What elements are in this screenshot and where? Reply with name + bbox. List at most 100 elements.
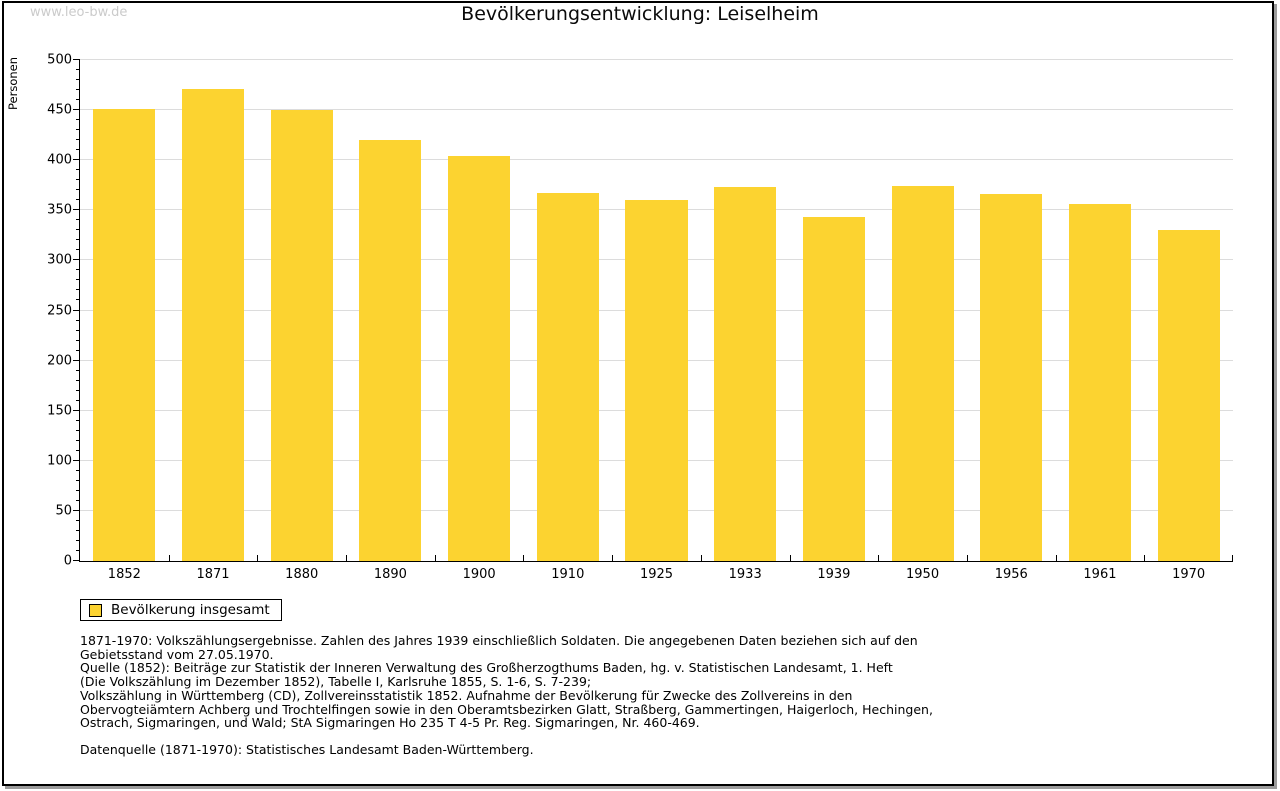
y-minor-tick	[76, 499, 80, 501]
y-minor-tick	[76, 519, 80, 521]
x-tick-label-1910: 1910	[551, 567, 585, 582]
y-major-tick-150	[73, 409, 80, 411]
y-tick-label-350: 350	[47, 202, 72, 218]
gridline-y-400	[80, 159, 1233, 161]
x-boundary-tick	[434, 555, 436, 561]
source-notes: 1871-1970: Volkszählungsergebnisse. Zahl…	[80, 634, 933, 730]
bar-1852	[93, 109, 156, 561]
y-minor-tick	[76, 119, 80, 121]
x-boundary-tick	[700, 555, 702, 561]
y-minor-tick	[76, 319, 80, 321]
y-minor-tick	[76, 299, 80, 301]
y-minor-tick	[76, 469, 80, 471]
y-minor-tick	[76, 279, 80, 281]
y-tick-label-400: 400	[47, 152, 72, 168]
y-major-tick-250	[73, 309, 80, 311]
y-tick-label-0: 0	[63, 553, 72, 569]
x-tick-label-1852: 1852	[107, 567, 141, 582]
y-minor-tick	[76, 429, 80, 431]
x-boundary-tick	[789, 555, 791, 561]
y-minor-tick	[76, 139, 80, 141]
x-tick-label-1880: 1880	[285, 567, 319, 582]
x-tick-label-1871: 1871	[196, 567, 230, 582]
bar-1871	[181, 89, 245, 561]
bar-1956	[980, 194, 1043, 561]
y-tick-label-300: 300	[47, 252, 72, 268]
x-tick-label-1970: 1970	[1172, 567, 1206, 582]
bar-1970	[1157, 230, 1220, 561]
chart-title: Bevölkerungsentwicklung: Leiselheim	[461, 3, 819, 25]
y-minor-tick	[76, 419, 80, 421]
y-minor-tick	[76, 99, 80, 101]
y-major-tick-400	[73, 159, 80, 161]
y-major-tick-350	[73, 209, 80, 211]
bar-1939	[802, 217, 865, 561]
y-minor-tick	[76, 79, 80, 81]
y-minor-tick	[76, 129, 80, 131]
legend-label: Bevölkerung insgesamt	[111, 602, 270, 618]
y-tick-label-200: 200	[47, 353, 72, 369]
source-note-line-2: Gebietsstand vom 27.05.1970.	[80, 646, 274, 662]
y-minor-tick	[76, 339, 80, 341]
source-note-line-6: Obervogteiämtern Achberg und Trochtelfin…	[80, 701, 933, 717]
gridline-y-450	[80, 109, 1233, 111]
source-note-line-5: Volkszählung in Württemberg (CD), Zollve…	[80, 687, 853, 703]
y-minor-tick	[76, 349, 80, 351]
source-note-line-7: Ostrach, Sigmaringen, und Wald; StA Sigm…	[80, 715, 700, 731]
y-tick-label-100: 100	[47, 453, 72, 469]
y-minor-tick	[76, 369, 80, 371]
y-tick-label-450: 450	[47, 102, 72, 118]
y-minor-tick	[76, 169, 80, 171]
y-minor-tick	[76, 149, 80, 151]
bar-1890	[359, 140, 422, 561]
x-boundary-tick	[523, 555, 525, 561]
x-boundary-tick	[612, 555, 614, 561]
y-major-tick-50	[73, 509, 80, 511]
y-minor-tick	[76, 329, 80, 331]
y-minor-tick	[76, 239, 80, 241]
y-minor-tick	[76, 179, 80, 181]
y-minor-tick	[76, 289, 80, 291]
y-major-tick-300	[73, 259, 80, 261]
y-tick-label-150: 150	[47, 403, 72, 419]
x-tick-label-1950: 1950	[906, 567, 940, 582]
y-tick-label-50: 50	[55, 503, 72, 519]
x-tick-label-1925: 1925	[639, 567, 674, 582]
y-minor-tick	[76, 529, 80, 531]
y-minor-tick	[76, 389, 80, 391]
y-tick-label-500: 500	[47, 52, 72, 68]
x-boundary-tick	[878, 555, 880, 561]
y-minor-tick	[76, 379, 80, 381]
y-minor-tick	[76, 449, 80, 451]
bar-1933	[714, 187, 777, 561]
bar-1900	[448, 156, 511, 561]
source-note-line-1: 1871-1970: Volkszählungsergebnisse. Zahl…	[80, 633, 918, 648]
legend-swatch-icon	[89, 603, 102, 617]
y-major-tick-100	[73, 459, 80, 461]
x-boundary-tick	[168, 555, 170, 561]
y-major-tick-500	[73, 59, 80, 60]
gridline-y-500	[80, 59, 1233, 60]
y-minor-tick	[76, 479, 80, 481]
y-minor-tick	[76, 489, 80, 491]
x-boundary-tick	[1055, 555, 1057, 561]
x-boundary-tick	[257, 555, 259, 561]
x-boundary-tick	[966, 555, 968, 561]
y-minor-tick	[76, 69, 80, 71]
y-minor-tick	[76, 189, 80, 191]
source-note-line-3: Quelle (1852): Beiträge zur Statistik de…	[80, 660, 893, 676]
plot-area: 0 50 100 150 200 250 300 350 400 450 500 1852 1871 18…	[47, 53, 1233, 582]
y-minor-tick	[76, 219, 80, 221]
x-boundary-tick	[346, 555, 348, 561]
y-minor-tick	[76, 399, 80, 401]
bar-1910	[536, 193, 599, 561]
legend-box: Bevölkerung insgesamt	[80, 599, 282, 621]
y-minor-tick	[76, 199, 80, 201]
y-minor-tick	[76, 269, 80, 271]
x-tick-label-1961: 1961	[1083, 567, 1117, 582]
x-tick-label-1900: 1900	[462, 567, 496, 582]
data-source-line: Datenquelle (1871-1970): Statistisches L…	[80, 742, 534, 757]
x-tick-label-1890: 1890	[373, 567, 407, 582]
bar-1880	[270, 110, 333, 561]
x-tick-label-1933: 1933	[728, 567, 762, 582]
